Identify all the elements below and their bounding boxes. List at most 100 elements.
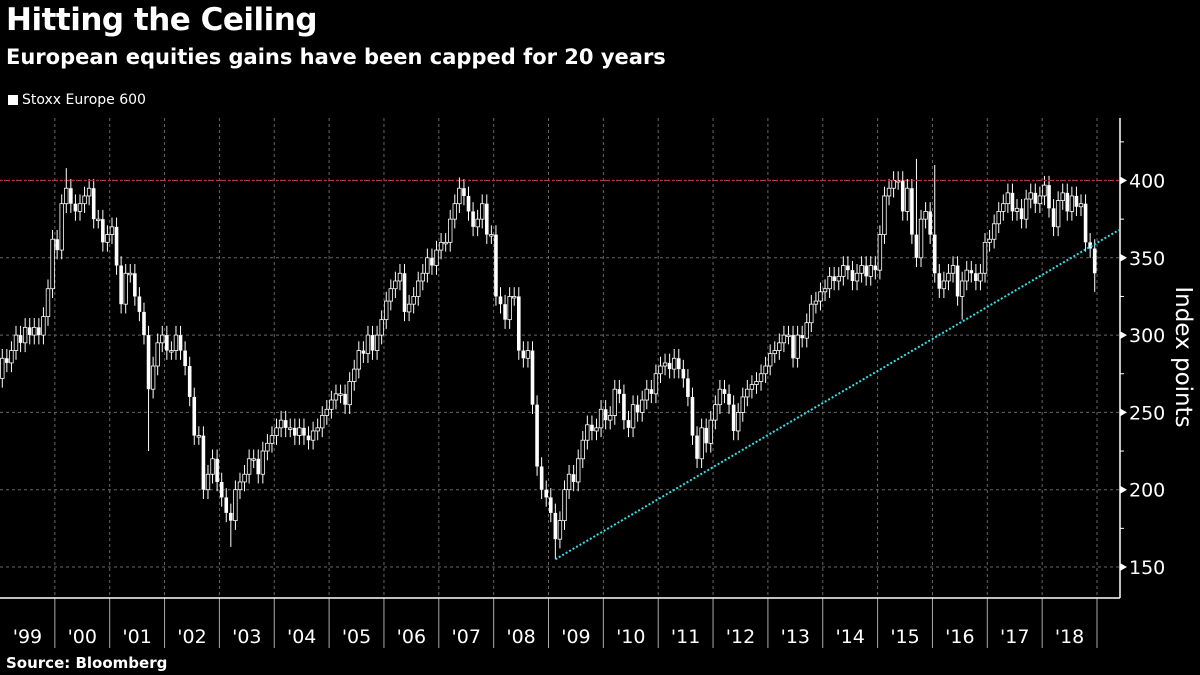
candle-body xyxy=(548,497,553,513)
candle-body xyxy=(594,427,599,432)
candle-body xyxy=(471,211,475,227)
candle-body xyxy=(923,211,928,220)
candle-body xyxy=(466,195,471,212)
candle-body xyxy=(425,257,430,274)
candle-body xyxy=(397,272,403,282)
candle-body xyxy=(745,388,750,398)
candle-body xyxy=(804,322,809,339)
candle-body xyxy=(498,296,503,305)
candle-body xyxy=(352,368,357,382)
candle-body xyxy=(187,366,192,397)
trend-line xyxy=(554,229,1120,561)
candle-body xyxy=(315,427,320,432)
y-tick-label: 250 xyxy=(1129,402,1165,424)
candle-body xyxy=(173,334,179,351)
candle-body xyxy=(224,497,229,513)
candle-body xyxy=(475,218,480,228)
x-tick-label: '12 xyxy=(726,626,755,648)
candle-body xyxy=(800,335,804,339)
candle-body xyxy=(155,342,160,367)
candle-body xyxy=(873,265,878,271)
candle-body xyxy=(950,265,956,274)
candle-body xyxy=(1055,200,1061,228)
candle-body xyxy=(150,365,156,390)
legend-label: Stoxx Europe 600 xyxy=(22,92,146,108)
candle-body xyxy=(388,288,394,302)
y-tick-label: 350 xyxy=(1129,248,1165,270)
candle-body xyxy=(420,272,426,282)
candle-body xyxy=(356,350,362,370)
candle-body xyxy=(489,234,494,237)
candle-body xyxy=(882,195,887,236)
candle-body xyxy=(818,291,823,302)
x-tick-label: '00 xyxy=(68,626,97,648)
candle-body xyxy=(969,270,974,274)
candle-body xyxy=(402,273,407,312)
candle-body xyxy=(516,296,521,351)
candle-body xyxy=(27,327,32,336)
candle-body xyxy=(996,211,1001,225)
candle-body xyxy=(1023,198,1029,220)
candle-body xyxy=(215,458,219,482)
candle-body xyxy=(791,335,795,359)
candle-body xyxy=(361,350,366,354)
candle-body xyxy=(617,389,622,394)
candle-body xyxy=(767,353,773,367)
candle-body xyxy=(45,288,51,317)
candle-body xyxy=(854,272,860,282)
candle-body xyxy=(9,350,14,364)
x-tick-label: '06 xyxy=(397,626,426,648)
candle-body xyxy=(201,435,206,490)
candle-body xyxy=(306,435,311,441)
candle-body xyxy=(695,435,699,459)
chart-subtitle: European equities gains have been capped… xyxy=(6,45,666,69)
candle-body xyxy=(850,270,855,281)
candle-body xyxy=(430,257,434,266)
candle-body xyxy=(1069,195,1075,212)
candle-body xyxy=(690,396,695,436)
candle-body xyxy=(1088,242,1092,249)
x-tick-label: '03 xyxy=(232,626,261,648)
candle-body xyxy=(82,195,87,205)
candle-body xyxy=(846,265,850,271)
candle-body xyxy=(740,396,745,413)
x-tick-label: '05 xyxy=(342,626,371,648)
candle-body xyxy=(1060,192,1065,201)
candle-body xyxy=(955,265,960,297)
candle-body xyxy=(1083,203,1088,243)
candle-body xyxy=(822,288,828,293)
candle-body xyxy=(146,335,151,390)
candle-body xyxy=(832,276,836,281)
candle-body xyxy=(1047,185,1051,209)
candle-body xyxy=(457,187,462,205)
candle-body xyxy=(416,280,421,297)
candle-body xyxy=(900,180,905,212)
candle-body xyxy=(598,408,604,429)
candle-body xyxy=(137,296,142,312)
candle-body xyxy=(114,226,119,266)
candle-body xyxy=(566,473,572,491)
candle-body xyxy=(1014,207,1020,212)
x-tick-label: '09 xyxy=(561,626,590,648)
candle-body xyxy=(841,265,846,277)
candle-body xyxy=(448,218,453,243)
candle-body xyxy=(512,296,517,299)
candle-body xyxy=(406,303,412,313)
chart-title: Hitting the Ceiling xyxy=(6,2,318,38)
candle-body xyxy=(795,334,800,359)
candle-body xyxy=(704,427,708,444)
candle-body xyxy=(544,489,549,498)
candle-body xyxy=(123,272,128,305)
candle-body xyxy=(717,388,723,406)
candle-body xyxy=(777,342,782,351)
candle-body xyxy=(535,404,539,467)
candle-body xyxy=(393,280,398,290)
candle-body xyxy=(297,427,302,436)
candle-body xyxy=(905,187,910,212)
candle-body xyxy=(809,303,814,324)
candle-body xyxy=(571,474,576,482)
y-tick xyxy=(1120,563,1127,571)
candle-body xyxy=(59,203,64,251)
candle-body xyxy=(585,424,590,441)
candle-body xyxy=(964,269,969,282)
